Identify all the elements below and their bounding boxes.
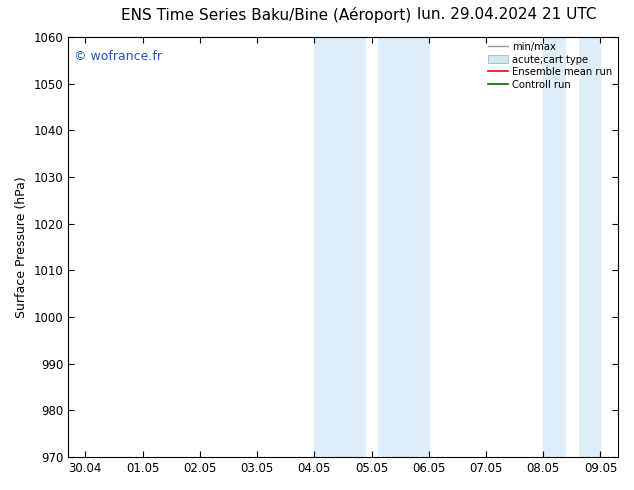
Text: lun. 29.04.2024 21 UTC: lun. 29.04.2024 21 UTC (417, 7, 597, 23)
Bar (566, 37, 578, 457)
Bar (366, 37, 377, 457)
Bar (543, 37, 600, 457)
Bar (314, 37, 429, 457)
Text: ENS Time Series Baku/Bine (Aéroport): ENS Time Series Baku/Bine (Aéroport) (121, 7, 411, 24)
Text: © wofrance.fr: © wofrance.fr (74, 50, 162, 63)
Y-axis label: Surface Pressure (hPa): Surface Pressure (hPa) (15, 176, 28, 318)
Legend: min/max, acute;cart type, Ensemble mean run, Controll run: min/max, acute;cart type, Ensemble mean … (488, 42, 612, 90)
